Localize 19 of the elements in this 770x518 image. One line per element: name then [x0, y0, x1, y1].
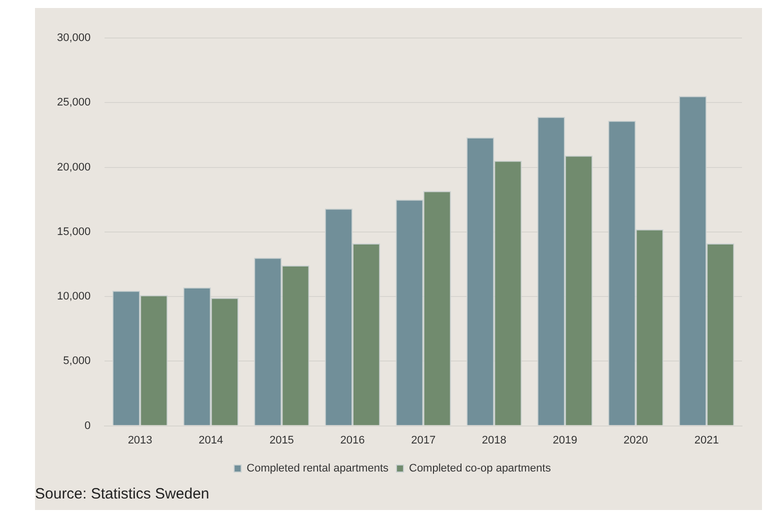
y-tick-label: 10,000: [56, 290, 91, 303]
x-tick-label: 2018: [482, 434, 506, 446]
legend-label: Completed co-op apartments: [409, 462, 552, 475]
legend-label: Completed rental apartments: [246, 462, 389, 475]
x-tick-label: 2019: [552, 434, 578, 446]
y-tick-label: 0: [84, 420, 91, 432]
x-tick-label: 2015: [269, 434, 294, 446]
x-tick-label: 2014: [198, 434, 224, 446]
x-tick-label: 2017: [411, 434, 436, 446]
y-tick-label: 20,000: [56, 161, 91, 174]
y-tick-label: 30,000: [56, 32, 91, 44]
y-tick-label: 15,000: [56, 226, 91, 238]
x-tick-label: 2021: [694, 434, 719, 446]
x-tick-label: 2020: [624, 434, 648, 446]
y-tick-label: 5,000: [63, 355, 91, 368]
y-tick-label: 25,000: [56, 96, 91, 109]
x-tick-label: 2016: [340, 434, 365, 446]
source-note: Source: Statistics Sweden: [35, 486, 210, 503]
x-tick-label: 2013: [128, 434, 152, 446]
